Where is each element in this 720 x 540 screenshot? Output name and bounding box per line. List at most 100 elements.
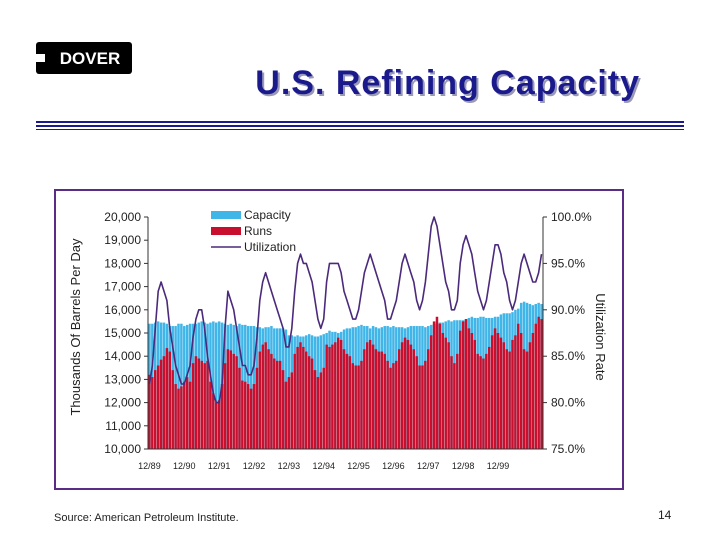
- runs-bar: [505, 349, 507, 449]
- runs-bar: [215, 403, 217, 449]
- runs-bar: [244, 382, 246, 449]
- title-rule-bottom: [36, 129, 684, 130]
- runs-bar: [186, 377, 188, 449]
- runs-bar: [360, 361, 362, 449]
- x-tick-label: 12/99: [487, 461, 510, 471]
- runs-bar: [206, 361, 208, 449]
- runs-bar: [346, 354, 348, 449]
- y-tick-label: 11,000: [105, 419, 141, 433]
- runs-bar: [471, 333, 473, 449]
- runs-bar: [444, 338, 446, 449]
- runs-bar: [430, 335, 432, 449]
- runs-bar: [532, 333, 534, 449]
- runs-bar: [232, 354, 234, 449]
- legend-swatch-runs: [211, 227, 241, 235]
- y2-tick-label: 80.0%: [551, 396, 585, 410]
- runs-bar: [418, 365, 420, 449]
- runs-bar: [395, 361, 397, 449]
- x-tick-label: 12/90: [173, 461, 196, 471]
- y2-axis-title: Utilization Rate: [593, 293, 608, 380]
- y2-tick-label: 90.0%: [551, 303, 585, 317]
- runs-bar: [462, 321, 464, 449]
- runs-bar: [450, 356, 452, 449]
- runs-bar: [209, 382, 211, 449]
- runs-bar: [183, 382, 185, 449]
- runs-bar: [529, 342, 531, 449]
- runs-bar: [534, 324, 536, 449]
- runs-bar: [261, 345, 263, 449]
- runs-bar: [508, 352, 510, 449]
- y-axis-title: Thousands Of Barrels Per Day: [68, 238, 83, 416]
- y-tick-label: 14,000: [104, 349, 141, 363]
- runs-bar: [291, 372, 293, 449]
- runs-bar: [166, 348, 168, 449]
- runs-bar: [526, 352, 528, 449]
- y-tick-label: 16,000: [104, 303, 141, 317]
- title-rule-middle: [36, 125, 684, 127]
- runs-bar: [180, 386, 182, 449]
- x-tick-label: 12/89: [138, 461, 161, 471]
- y2-tick-label: 100.0%: [551, 210, 592, 224]
- chart-legend: Capacity Runs Utilization: [211, 208, 296, 254]
- slide-title: U.S. Refining Capacity: [160, 64, 680, 103]
- runs-bar: [349, 356, 351, 449]
- runs-bar: [320, 372, 322, 449]
- y2-tick-label: 75.0%: [551, 442, 585, 456]
- runs-bar: [276, 361, 278, 449]
- runs-bar: [427, 349, 429, 449]
- y2-tick-label: 95.0%: [551, 256, 585, 270]
- y-tick-label: 19,000: [104, 233, 141, 247]
- y-tick-label: 20,000: [104, 210, 141, 224]
- runs-bar: [413, 349, 415, 449]
- runs-bar: [398, 349, 400, 449]
- runs-bar: [235, 356, 237, 449]
- runs-bar: [198, 359, 200, 449]
- x-tick-label: 12/98: [452, 461, 475, 471]
- runs-bar: [227, 349, 229, 449]
- runs-bar: [503, 342, 505, 449]
- runs-bar: [157, 365, 159, 449]
- source-note: Source: American Petroleum Institute.: [54, 512, 239, 524]
- runs-bar: [189, 382, 191, 449]
- runs-bar: [389, 368, 391, 449]
- runs-bar: [520, 333, 522, 449]
- runs-bar: [386, 361, 388, 449]
- runs-bar: [404, 338, 406, 449]
- y-tick-label: 12,000: [104, 396, 141, 410]
- runs-bar: [343, 349, 345, 449]
- runs-bar: [169, 352, 171, 449]
- runs-bar: [293, 354, 295, 449]
- runs-bar: [476, 354, 478, 449]
- runs-bar: [171, 370, 173, 449]
- runs-bar: [383, 354, 385, 449]
- runs-bar: [148, 375, 150, 449]
- runs-bar: [369, 340, 371, 449]
- runs-bar: [238, 368, 240, 449]
- runs-bar: [311, 359, 313, 449]
- runs-bar: [270, 354, 272, 449]
- runs-bar: [375, 349, 377, 449]
- runs-bar: [195, 356, 197, 449]
- runs-bar: [479, 356, 481, 449]
- x-tick-label: 12/93: [278, 461, 301, 471]
- runs-bar: [212, 393, 214, 449]
- runs-bar: [340, 340, 342, 449]
- runs-bar: [308, 356, 310, 449]
- runs-bar: [288, 377, 290, 449]
- runs-bar: [491, 335, 493, 449]
- runs-bar: [296, 347, 298, 449]
- runs-bar: [540, 319, 542, 449]
- x-tick-label: 12/94: [312, 461, 335, 471]
- y-tick-label: 18,000: [104, 256, 141, 270]
- y-tick-label: 13,000: [104, 372, 141, 386]
- runs-bar: [523, 349, 525, 449]
- runs-bar: [357, 365, 359, 449]
- runs-bar: [488, 347, 490, 449]
- runs-bar: [305, 352, 307, 449]
- runs-bar: [279, 361, 281, 449]
- runs-bar: [322, 368, 324, 449]
- runs-bar: [203, 363, 205, 449]
- runs-bar: [410, 345, 412, 449]
- runs-bar: [230, 350, 232, 449]
- refining-capacity-chart: 10,000 11,000 12,000 13,000 14,000 15,000 16,0…: [56, 191, 622, 488]
